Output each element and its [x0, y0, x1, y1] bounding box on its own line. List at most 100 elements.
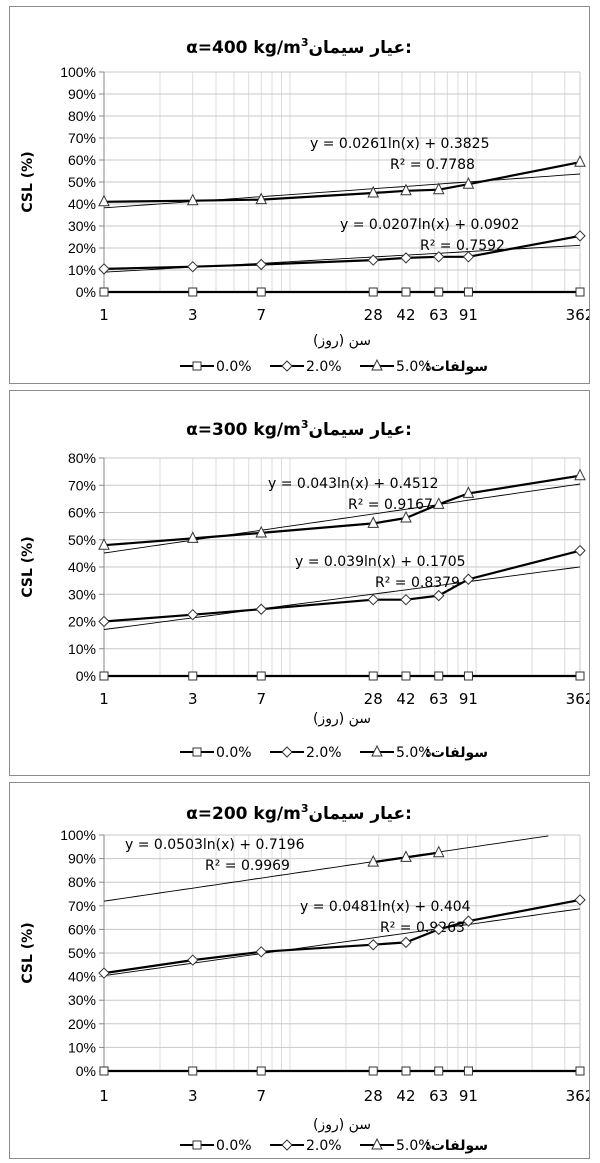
data-point-5.0%	[400, 510, 412, 523]
data-point-2.0%	[98, 615, 110, 628]
trendline-2.0%	[103, 908, 581, 977]
data-point-2.0%	[462, 573, 475, 585]
legend-marker	[281, 360, 293, 372]
trendline-equation: y = 0.039ln(x) + 0.1705	[295, 554, 466, 570]
data-point-2.0%	[98, 967, 110, 979]
legend-marker	[371, 1137, 383, 1150]
trendline-equation: y = 0.0261ln(x) + 0.3825	[310, 136, 490, 152]
data-point-5.0%	[367, 185, 380, 198]
data-point-0.0%	[256, 671, 266, 681]
x-axis-title: سن (روز)	[313, 1117, 371, 1133]
x-tick-label: 362	[566, 306, 589, 324]
x-tick-label: 3	[188, 306, 198, 324]
legend-label: 0.0%	[216, 745, 252, 761]
data-point-0.0%	[188, 287, 198, 297]
data-point-0.0%	[256, 1066, 266, 1076]
series-line-5.0%	[103, 161, 581, 203]
chart-400: 0% 10% 20% 30% 40% 50% 60% 70% 80% 90% 100% 1 3 7 28 42…	[20, 36, 589, 375]
data-point-2.0%	[433, 589, 445, 602]
x-tick-label: 28	[364, 690, 383, 708]
y-tick-label: 60%	[68, 921, 96, 937]
trendline-5.0%	[103, 173, 581, 209]
legend-label: 0.0%	[216, 359, 252, 375]
data-point-0.0%	[401, 671, 411, 681]
x-tick-label: 42	[396, 1087, 415, 1105]
legend-title: سولفات:	[425, 1138, 488, 1154]
y-tick-label: 50%	[68, 532, 96, 548]
y-tick-label: 40%	[68, 559, 96, 575]
legend-label: 5.0%	[396, 359, 432, 375]
y-axis-title: CSL (%)	[20, 536, 36, 597]
data-point-5.0%	[432, 182, 445, 195]
y-tick-label: 40%	[68, 969, 96, 985]
y-tick-label: 20%	[68, 614, 96, 630]
x-tick-label: 91	[459, 1087, 478, 1105]
chart-panel-300: 0% 10% 20% 30% 40% 50% 60% 70% 80% 1 3 7 28 42 63 91 362…	[9, 390, 590, 776]
data-point-2.0%	[255, 946, 267, 958]
x-tick-label: 362	[566, 1087, 589, 1105]
data-point-0.0%	[188, 671, 198, 681]
x-tick-label: 28	[364, 306, 383, 324]
x-tick-label: 91	[459, 306, 478, 324]
data-point-5.0%	[400, 183, 412, 196]
y-tick-label: 70%	[68, 898, 96, 914]
x-tick-label: 63	[429, 690, 448, 708]
y-tick-label: 70%	[68, 477, 96, 493]
y-tick-label: 60%	[68, 152, 96, 168]
data-point-2.0%	[433, 251, 445, 263]
chart-title-main: α=400 kg/m	[186, 38, 301, 58]
data-point-2.0%	[187, 608, 199, 621]
y-tick-label: 80%	[68, 450, 96, 466]
legend-label: 2.0%	[306, 745, 342, 761]
data-point-0.0%	[463, 1066, 473, 1076]
chart-panel-200: 0% 10% 20% 30% 40% 50% 60% 70% 80% 90% 100% 1 3 7 28 42…	[9, 782, 590, 1159]
data-point-0.0%	[434, 1066, 444, 1076]
y-tick-label: 30%	[68, 218, 96, 234]
trendline-equation: y = 0.0503ln(x) + 0.7196	[125, 837, 305, 853]
data-point-0.0%	[99, 671, 109, 681]
y-tick-label: 10%	[68, 262, 96, 278]
series-line-5.0%	[103, 474, 581, 547]
data-point-0.0%	[368, 1066, 378, 1076]
x-tick-label: 7	[256, 306, 266, 324]
y-tick-label: 20%	[68, 240, 96, 256]
y-tick-label: 0%	[76, 668, 96, 684]
data-point-0.0%	[368, 287, 378, 297]
data-point-2.0%	[187, 260, 199, 273]
legend-label: 2.0%	[306, 359, 342, 375]
y-tick-label: 10%	[68, 641, 96, 657]
chart-200: 0% 10% 20% 30% 40% 50% 60% 70% 80% 90% 100% 1 3 7 28 42…	[20, 802, 589, 1154]
y-axis-title: CSL (%)	[20, 151, 36, 212]
data-point-0.0%	[99, 1066, 109, 1076]
legend-label: 5.0%	[396, 745, 432, 761]
series-line-2.0%	[103, 549, 581, 623]
x-tick-label: 42	[396, 690, 415, 708]
chart-title: α=400 kg/m3عیار سیمان:	[186, 36, 412, 58]
legend-marker	[281, 1139, 293, 1151]
y-tick-label: 60%	[68, 505, 96, 521]
y-tick-label: 80%	[68, 874, 96, 890]
data-point-0.0%	[463, 287, 473, 297]
y-tick-label: 80%	[68, 108, 96, 124]
data-point-2.0%	[367, 939, 379, 951]
data-point-5.0%	[462, 177, 475, 189]
y-tick-label: 30%	[68, 586, 96, 602]
x-tick-label: 42	[396, 306, 415, 324]
data-point-5.0%	[98, 194, 110, 207]
data-point-5.0%	[186, 193, 199, 206]
data-point-0.0%	[188, 1066, 198, 1076]
data-point-5.0%	[574, 468, 586, 481]
data-point-2.0%	[400, 252, 412, 264]
trendline-equation: y = 0.0481ln(x) + 0.404	[300, 899, 471, 915]
y-tick-label: 90%	[68, 851, 96, 867]
y-tick-label: 100%	[60, 64, 96, 80]
data-point-0.0%	[463, 671, 473, 681]
legend-marker	[192, 747, 202, 757]
x-tick-label: 1	[99, 1087, 109, 1105]
data-point-2.0%	[462, 915, 475, 927]
trendline-5.0%	[103, 483, 581, 554]
chart-300: 0% 10% 20% 30% 40% 50% 60% 70% 80% 1 3 7 28 42 63 91 362…	[20, 418, 589, 761]
y-tick-label: 20%	[68, 1016, 96, 1032]
trendline-r-squared: R² = 0.7592	[420, 238, 505, 254]
chart-title: α=200 kg/m3عیار سیمان:	[186, 802, 412, 824]
